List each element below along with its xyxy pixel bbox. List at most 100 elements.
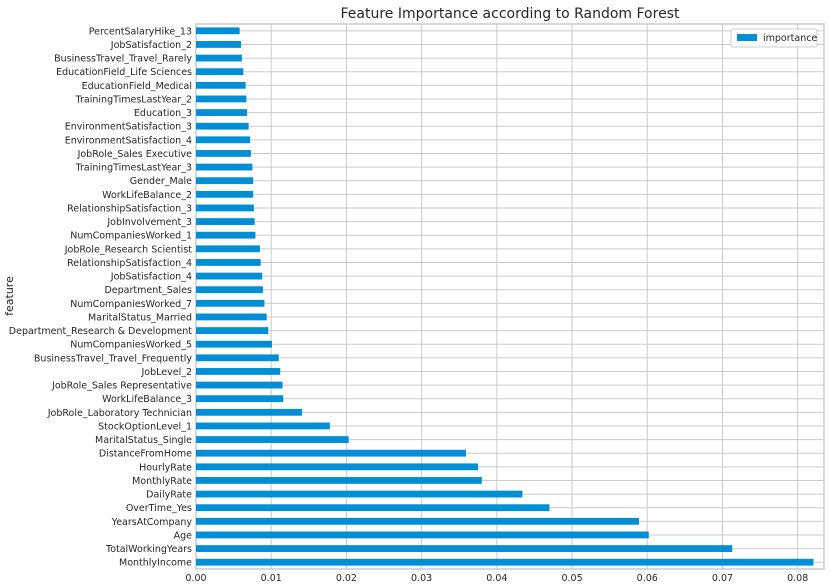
x-tick-label: 0.04 — [486, 573, 507, 584]
y-axis-label: feature — [3, 276, 16, 316]
legend: importance — [730, 28, 818, 48]
y-tick-label: TotalWorkingYears — [105, 544, 192, 555]
plot-background — [195, 23, 825, 570]
bar — [196, 245, 260, 253]
y-tick-label: EnvironmentSatisfaction_3 — [65, 122, 192, 133]
bar — [196, 408, 303, 416]
y-tick-label: DailyRate — [146, 490, 192, 501]
bar — [196, 477, 482, 484]
bar — [196, 177, 254, 185]
x-tick-label: 0.08 — [787, 573, 808, 584]
y-tick-label: Age — [174, 530, 193, 541]
bar — [196, 531, 649, 539]
y-tick-label: HourlyRate — [139, 462, 192, 473]
bar — [196, 490, 523, 498]
y-tick-label: JobRole_Sales Representative — [51, 381, 192, 392]
bar — [196, 109, 248, 116]
bars — [196, 27, 814, 566]
chart-title: Feature Importance according to Random F… — [341, 6, 680, 22]
y-tick-label: EnvironmentSatisfaction_4 — [65, 135, 192, 146]
y-tick-labels: MonthlyIncome TotalWorkingYears Age YearsAt… — [9, 26, 193, 568]
bar — [196, 558, 814, 566]
y-tick-label: Department_Research & Development — [9, 326, 192, 337]
y-tick-label: MonthlyIncome — [119, 558, 192, 569]
bar — [196, 190, 254, 198]
bar — [196, 517, 639, 525]
y-tick-label: JobRole_Laboratory Technician — [47, 408, 192, 419]
bar — [196, 259, 261, 266]
bar — [196, 313, 267, 321]
x-tick-label: 0.01 — [261, 573, 282, 584]
bar — [196, 54, 242, 62]
x-tick-label: 0.07 — [712, 573, 733, 584]
y-tick-label: Department_Sales — [104, 285, 192, 296]
x-tick-label: 0.03 — [411, 573, 432, 584]
y-tick-label: MaritalStatus_Single — [95, 435, 192, 446]
bar — [196, 545, 733, 552]
y-tick-label: NumCompaniesWorked_7 — [70, 299, 192, 310]
legend-label-importance: importance — [763, 33, 817, 44]
y-tick-label: TrainingTimesLastYear_3 — [75, 163, 192, 174]
y-tick-label: RelationshipSatisfaction_3 — [67, 203, 192, 214]
bar — [196, 218, 255, 225]
y-tick-label: JobInvolvement_3 — [106, 217, 192, 228]
x-tick-label: 0.02 — [336, 573, 357, 584]
x-tick-label: 0.05 — [561, 573, 582, 584]
bar — [196, 299, 265, 307]
y-tick-label: WorkLifeBalance_3 — [102, 394, 192, 405]
bar — [196, 504, 550, 512]
bar — [196, 340, 272, 348]
y-tick-label: Gender_Male — [130, 176, 192, 187]
x-tick-label: 0.00 — [185, 573, 206, 584]
y-tick-label: MaritalStatus_Married — [88, 312, 192, 323]
y-tick-label: Education_3 — [134, 108, 192, 119]
y-tick-label: JobSatisfaction_4 — [110, 272, 192, 283]
bar — [196, 395, 284, 403]
bar — [196, 354, 279, 362]
bar — [196, 422, 330, 430]
y-tick-label: StockOptionLevel_1 — [98, 421, 192, 432]
y-tick-label: NumCompaniesWorked_5 — [70, 340, 192, 351]
bar — [196, 95, 247, 103]
bar — [196, 368, 281, 375]
y-tick-label: OverTime_Yes — [126, 503, 192, 514]
x-tick-labels: 0.00 0.01 0.02 0.03 0.04 0.05 0.06 0.07 0.08 — [185, 573, 808, 584]
bar — [196, 41, 242, 48]
y-tick-label: WorkLifeBalance_2 — [102, 190, 192, 201]
bar — [196, 272, 263, 280]
bar — [196, 27, 240, 35]
bar — [196, 204, 254, 212]
bar — [196, 286, 263, 294]
bar — [196, 163, 253, 171]
legend-swatch — [737, 34, 757, 41]
y-tick-label: TrainingTimesLastYear_2 — [75, 94, 192, 105]
y-tick-label: EducationField_Life Sciences — [56, 67, 192, 78]
bar — [196, 231, 256, 239]
y-tick-label: PercentSalaryHike_13 — [89, 26, 192, 37]
y-tick-label: MonthlyRate — [132, 476, 192, 487]
y-tick-label: JobSatisfaction_2 — [110, 40, 192, 51]
y-tick-label: EducationField_Medical — [82, 81, 192, 92]
y-tick-label: NumCompaniesWorked_1 — [70, 231, 192, 242]
y-tick-label: BusinessTravel_Travel_Rarely — [54, 54, 192, 65]
y-tick-label: DistanceFromHome — [99, 449, 192, 460]
bar — [196, 68, 244, 76]
bar — [196, 150, 251, 157]
bar — [196, 463, 479, 471]
y-tick-label: JobRole_Sales Executive — [77, 149, 193, 160]
y-tick-label: YearsAtCompany — [111, 517, 193, 528]
y-tick-label: RelationshipSatisfaction_4 — [67, 258, 192, 269]
bar — [196, 449, 467, 457]
y-tick-label: BusinessTravel_Travel_Frequently — [34, 353, 192, 364]
bar — [196, 136, 251, 144]
legend-box — [730, 28, 818, 48]
x-tick-label: 0.06 — [637, 573, 658, 584]
bar — [196, 122, 249, 130]
y-tick-label: JobLevel_2 — [140, 367, 192, 378]
bar — [196, 81, 246, 89]
bar — [196, 381, 283, 389]
y-tick-label: JobRole_Research Scientist — [64, 244, 193, 255]
bar — [196, 436, 349, 443]
bar — [196, 327, 269, 334]
